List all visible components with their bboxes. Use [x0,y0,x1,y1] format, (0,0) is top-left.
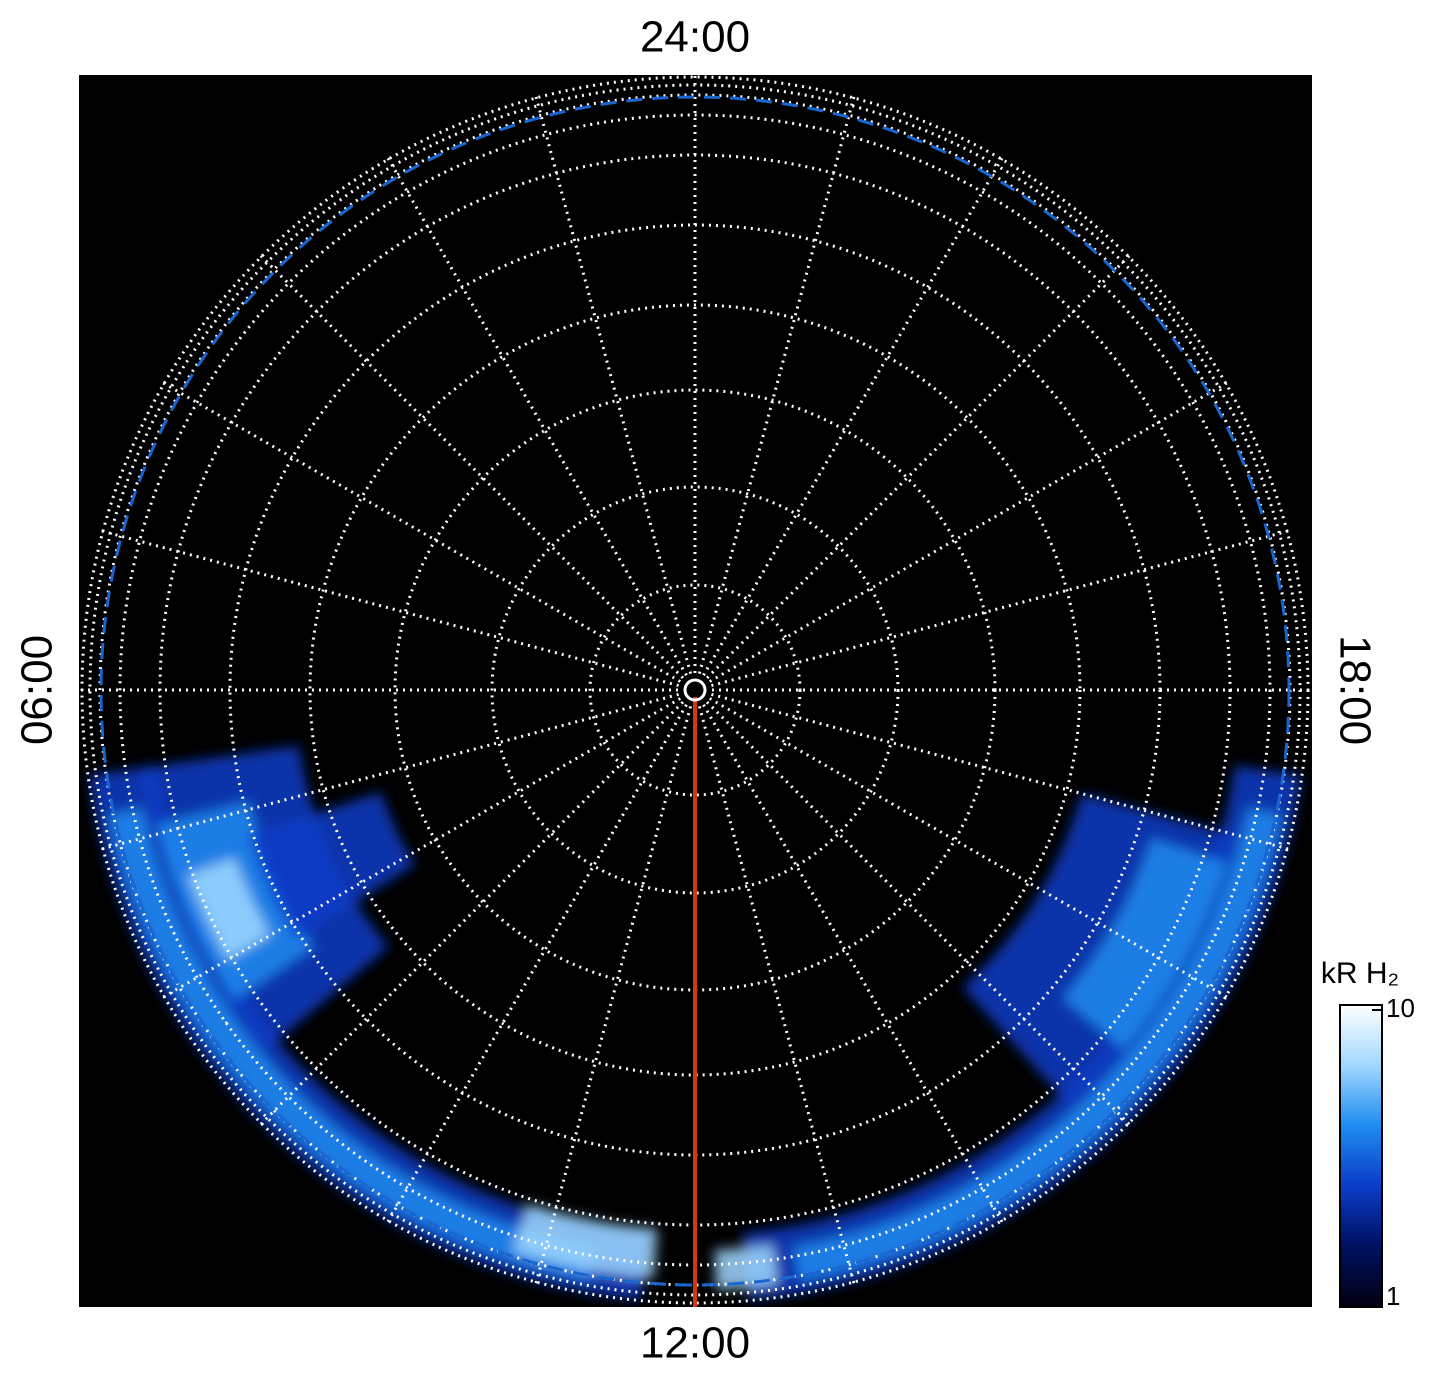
polar-grid [80,75,1310,1307]
meridian-line [100,692,679,851]
latitude-circle [393,388,997,992]
meridian-line [702,703,1004,1224]
meridian-line [259,700,685,1126]
colorbar-title: kR H₂ [1321,957,1399,990]
boundary-oval [99,95,1291,1287]
colorbar-tick-label: 1 [1386,1281,1400,1311]
bottom-label: 12:00 [640,1319,750,1368]
meridian-line [711,692,1290,851]
aurora-patch [248,791,416,940]
meridian-line [386,703,688,1224]
meridian-line [705,254,1131,680]
colorbar-tick-label: 10 [1386,993,1415,1023]
meridian-line [697,95,856,674]
meridian-line [702,156,1004,677]
aurora-patch [714,1244,779,1290]
latitude-circle [588,583,802,797]
colorbar [1339,1004,1383,1308]
left-label: 06:00 [13,635,62,745]
latitude-circle [308,303,1082,1077]
meridian-line [259,254,685,680]
meridian-line [386,156,688,677]
meridian-line [100,529,679,688]
right-label: 18:00 [1330,635,1379,745]
pole-marker [683,678,707,702]
meridian-line [711,529,1290,688]
aurora-patch [1062,838,1228,1050]
meridian-line [161,697,682,999]
meridian-line [708,697,1229,999]
meridian-line [705,700,1131,1126]
latitude-circle [490,485,900,895]
top-label: 24:00 [640,13,750,62]
meridian-line [161,381,682,683]
meridian-line [697,706,856,1285]
meridian-line [708,381,1229,683]
meridian-line [534,95,693,674]
meridian-line [534,706,693,1285]
aurora-patch [512,1203,658,1279]
aurora-patch [187,857,271,960]
